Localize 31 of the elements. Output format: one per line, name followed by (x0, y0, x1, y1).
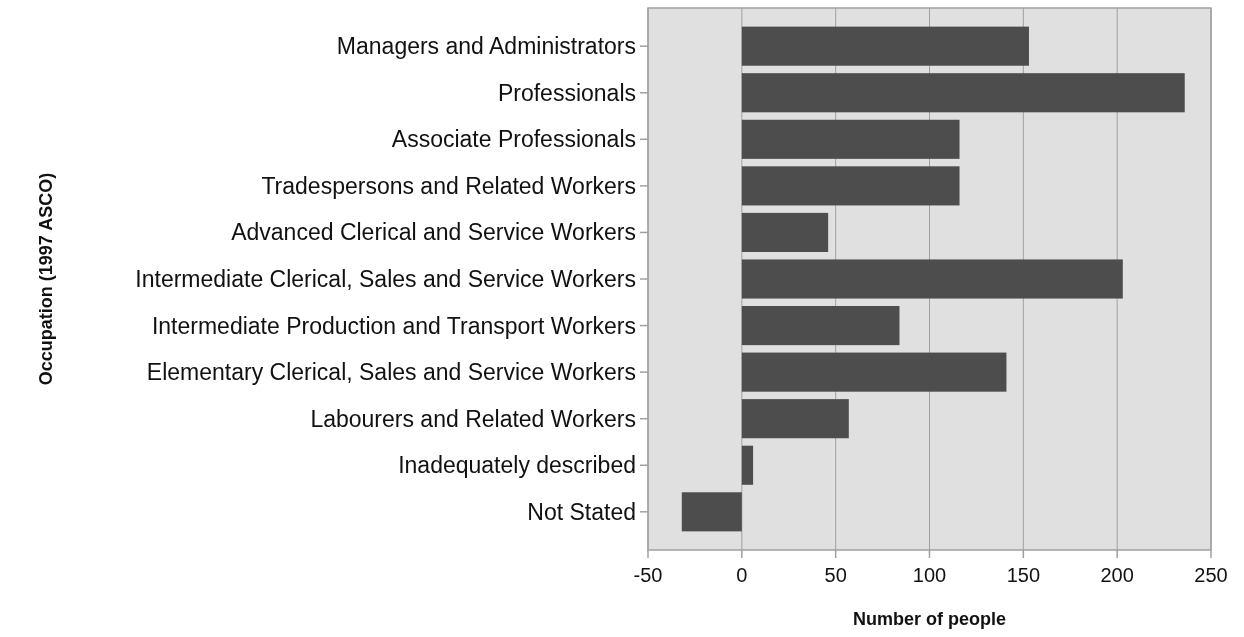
y-tick-label: Elementary Clerical, Sales and Service Workers (146, 359, 636, 386)
x-tick-label: 200 (1100, 564, 1134, 586)
x-tick-label: -50 (633, 564, 663, 586)
bar (741, 73, 1185, 113)
y-tick-label: Professionals (497, 79, 636, 106)
y-tick-label: Tradespersons and Related Workers (261, 172, 636, 199)
bar (741, 259, 1123, 299)
x-tick-label: 250 (1194, 564, 1228, 586)
bar (741, 445, 754, 485)
y-tick-label: Inadequately described (398, 452, 636, 479)
x-axis-title: Number of people (852, 609, 1007, 629)
bar (741, 119, 960, 159)
y-tick-label: Intermediate Production and Transport Workers (151, 312, 636, 339)
y-tick-label: Labourers and Related Workers (310, 405, 636, 432)
y-tick-label: Not Stated (527, 498, 636, 525)
bar (741, 306, 900, 346)
y-tick-label: Managers and Administrators (336, 33, 636, 60)
bar (741, 26, 1029, 66)
y-axis-title: Occupation (1997 ASCO) (36, 172, 56, 386)
bar (681, 492, 742, 532)
x-tick-label: 50 (824, 564, 847, 586)
x-tick-label: 150 (1006, 564, 1041, 586)
y-tick-label: Associate Professionals (391, 126, 636, 153)
y-tick-label: Advanced Clerical and Service Workers (231, 219, 636, 246)
y-tick-label: Intermediate Clerical, Sales and Service Workers (135, 266, 636, 293)
x-tick-label: 100 (912, 564, 947, 586)
x-tick-label: 0 (736, 564, 748, 586)
bar (741, 399, 849, 439)
bar (741, 352, 1007, 392)
bar (741, 166, 960, 206)
bar (741, 212, 829, 252)
